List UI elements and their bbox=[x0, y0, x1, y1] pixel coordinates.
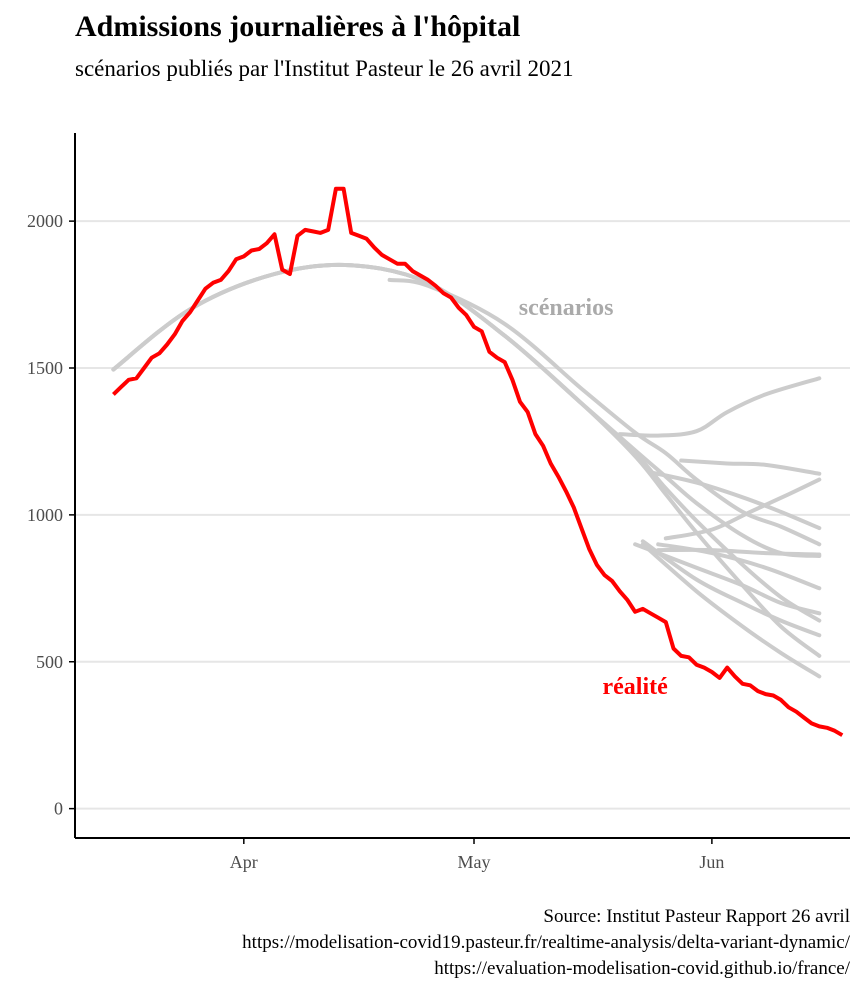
chart-title: Admissions journalières à l'hôpital bbox=[75, 10, 521, 43]
x-tick-label-may: May bbox=[458, 852, 491, 872]
x-tick-label-apr: Apr bbox=[230, 852, 258, 872]
axes: 0 500 1000 1500 2000 Apr May Jun bbox=[27, 133, 850, 872]
y-tick-label-1500: 1500 bbox=[27, 358, 63, 378]
scenario-line-5 bbox=[617, 376, 822, 438]
scenario-line-10 bbox=[656, 542, 822, 591]
caption-url-1: https://modelisation-covid19.pasteur.fr/… bbox=[242, 932, 850, 953]
scenario-line-9 bbox=[656, 547, 822, 557]
scenario-line-8 bbox=[663, 477, 822, 541]
y-tick-label-0: 0 bbox=[54, 799, 63, 819]
caption-source: Source: Institut Pasteur Rapport 26 avri… bbox=[543, 906, 850, 927]
scenario-line-7 bbox=[648, 470, 822, 531]
y-tick-label-500: 500 bbox=[36, 652, 63, 672]
reality-series-group bbox=[112, 186, 844, 737]
scenario-line-11 bbox=[633, 542, 822, 616]
scenario-line-6 bbox=[679, 458, 822, 476]
reality-line bbox=[112, 186, 844, 737]
annotation-reality: réalité bbox=[603, 674, 669, 700]
caption-url-2: https://evaluation-modelisation-covid.gi… bbox=[434, 958, 850, 979]
chart-subtitle: scénarios publiés par l'Institut Pasteur… bbox=[75, 56, 574, 81]
scenario-series-group bbox=[111, 262, 822, 679]
annotations: scénarios réalité bbox=[519, 295, 668, 700]
scenario-line-13 bbox=[640, 542, 822, 679]
annotation-scenarios: scénarios bbox=[519, 295, 614, 321]
y-tick-label-2000: 2000 bbox=[27, 211, 63, 231]
scenario-line-3 bbox=[111, 262, 822, 658]
y-tick-label-1000: 1000 bbox=[27, 505, 63, 525]
x-tick-label-jun: Jun bbox=[699, 852, 724, 872]
scenario-line-12 bbox=[640, 539, 822, 638]
gridlines bbox=[75, 220, 850, 810]
